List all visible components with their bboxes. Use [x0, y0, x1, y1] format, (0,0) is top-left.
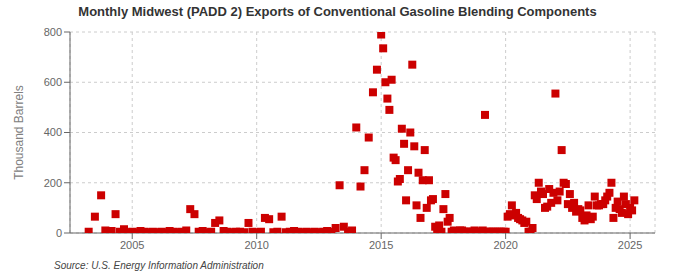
svg-text:800: 800: [44, 26, 62, 38]
svg-text:0: 0: [56, 227, 62, 239]
svg-text:2020: 2020: [493, 239, 517, 251]
html-text:Monthly Midwest (PADD 2) Expor: Monthly Midwest (PADD 2) Exports of Conv…: [78, 4, 597, 19]
svg-text:2005: 2005: [120, 239, 144, 251]
svg-text:Thousand Barrels: Thousand Barrels: [12, 85, 26, 180]
html-text:Source: U.S. Energy Informatio: Source: U.S. Energy Information Administ…: [54, 260, 264, 271]
svg-text:2010: 2010: [244, 239, 268, 251]
svg-text:2025: 2025: [618, 239, 642, 251]
svg-text:200: 200: [44, 177, 62, 189]
svg-text:400: 400: [44, 126, 62, 138]
svg-text:600: 600: [44, 76, 62, 88]
svg-text:2015: 2015: [369, 239, 393, 251]
